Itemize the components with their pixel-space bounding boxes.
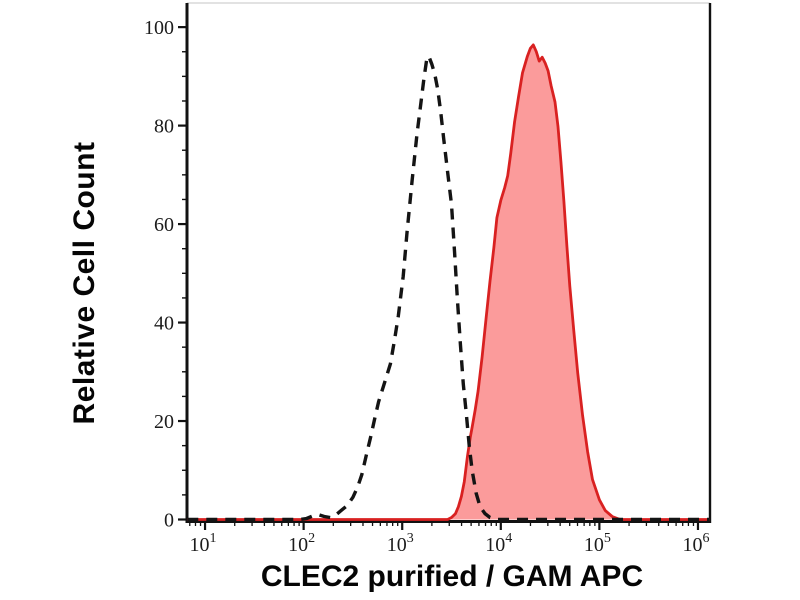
y-axis-ticks: 0 20 40 60 80 100	[144, 17, 187, 532]
x-tick-label: 102	[288, 531, 315, 556]
y-tick-label: 40	[154, 313, 174, 335]
x-tick-label: 103	[387, 531, 414, 556]
y-axis-title: Relative Cell Count	[68, 142, 101, 425]
control-dashed-curve	[187, 54, 710, 522]
plot-area: 0 20 40 60 80 100 101 102 103 104 105 106	[144, 2, 712, 556]
x-axis-title: CLEC2 purified / GAM APC	[261, 560, 643, 593]
sample-filled-curve	[187, 43, 710, 521]
x-axis-ticks: 101 102 103 104 105 106	[189, 521, 709, 556]
y-tick-label: 20	[154, 411, 174, 433]
y-tick-label: 60	[154, 214, 174, 236]
x-tick-label: 106	[682, 531, 709, 556]
x-tick-label: 101	[190, 531, 217, 556]
x-tick-label: 104	[485, 531, 512, 556]
y-tick-label: 100	[144, 17, 174, 39]
y-tick-label: 80	[154, 116, 174, 138]
y-tick-label: 0	[164, 510, 174, 532]
x-tick-label: 105	[584, 531, 611, 556]
